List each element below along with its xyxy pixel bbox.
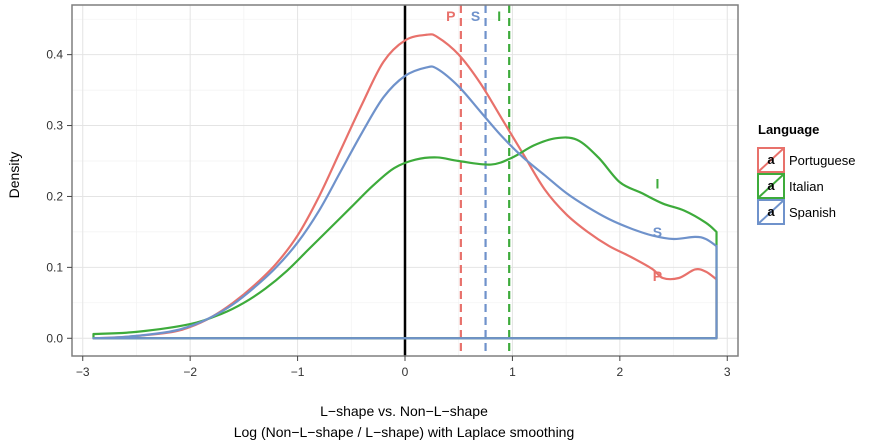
mean-label-spanish: S — [471, 8, 480, 24]
legend-item-italian: a Italian — [757, 173, 824, 199]
curve-marker-portuguese: P — [653, 268, 662, 284]
legend-key-line — [757, 199, 785, 225]
legend-title: Language — [758, 122, 819, 137]
legend-key-line — [757, 173, 785, 199]
x-tick-label: 0 — [402, 365, 409, 379]
legend-key-glyph: a — [767, 204, 775, 219]
mean-label-portuguese: P — [446, 8, 455, 24]
legend: Language a Portuguese a Italian a Spanish — [757, 122, 856, 225]
legend-item-portuguese: a Portuguese — [757, 147, 856, 173]
legend-item-spanish: a Spanish — [757, 199, 836, 225]
curve-labels: P P I I S S — [446, 8, 662, 284]
curve-marker-spanish: S — [653, 224, 662, 240]
y-tick-label: 0.2 — [46, 189, 63, 203]
x-tick-label: −2 — [183, 365, 197, 379]
density-curve-spanish — [92, 65, 718, 340]
legend-key-line — [757, 147, 785, 173]
mean-lines — [459, 5, 511, 356]
x-tick-label: −3 — [76, 365, 90, 379]
x-axis-title-line1: L−shape vs. Non−L−shape — [320, 403, 488, 419]
y-tick-label: 0.0 — [46, 331, 63, 345]
legend-label: Spanish — [789, 205, 836, 220]
density-curve-portuguese — [92, 33, 718, 340]
x-axis: −3 −2 −1 0 1 2 3 — [76, 356, 731, 379]
y-tick-label: 0.3 — [46, 119, 63, 133]
x-axis-title-line2: Log (Non−L−shape / L−shape) with Laplace… — [234, 424, 575, 440]
x-tick-label: 2 — [616, 365, 623, 379]
x-tick-label: −1 — [291, 365, 305, 379]
curve-marker-italian: I — [655, 176, 659, 192]
legend-key-glyph: a — [767, 152, 775, 167]
mean-label-italian: I — [497, 8, 501, 24]
density-curve-italian — [92, 136, 718, 340]
legend-label: Italian — [789, 179, 824, 194]
density-curves — [92, 33, 718, 340]
x-tick-label: 3 — [724, 365, 731, 379]
legend-key-glyph: a — [767, 178, 775, 193]
y-tick-label: 0.1 — [46, 260, 63, 274]
y-tick-label: 0.4 — [46, 48, 63, 62]
y-axis-title: Density — [6, 152, 22, 199]
x-tick-label: 1 — [509, 365, 516, 379]
y-axis: 0.0 0.1 0.2 0.3 0.4 — [46, 48, 72, 345]
legend-label: Portuguese — [789, 153, 856, 168]
